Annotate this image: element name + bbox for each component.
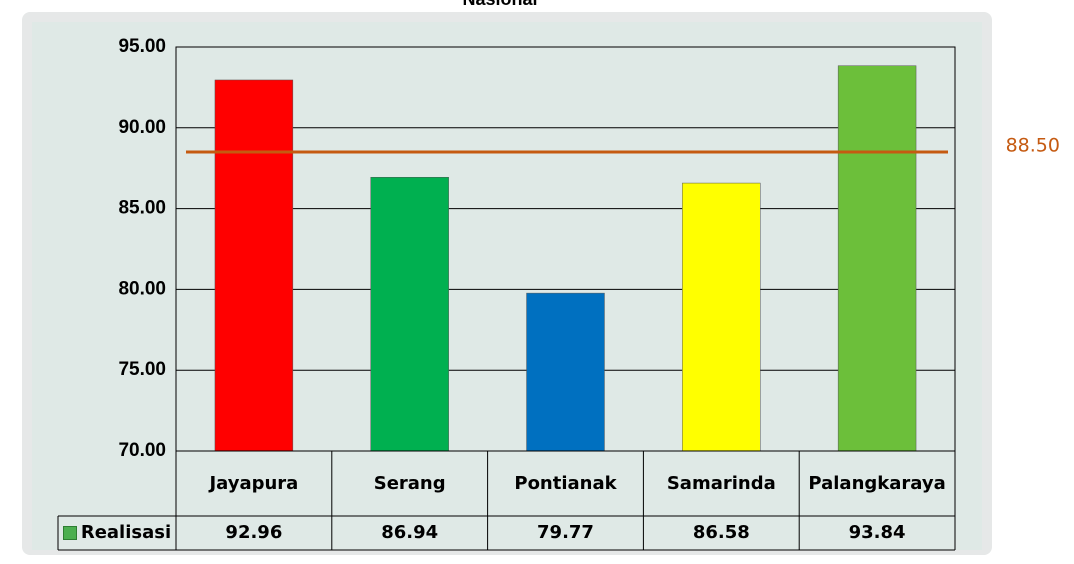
y-tick-label: 90.00	[118, 117, 166, 138]
data-label: 86.58	[643, 516, 799, 550]
x-tick-label: Serang	[336, 453, 484, 514]
data-label-box: 86.58	[643, 516, 799, 550]
bar	[370, 176, 449, 452]
x-tick-label: Palangkaraya	[803, 453, 951, 514]
legend-label-box: Realisasi	[60, 516, 174, 550]
x-tick-label-box: Pontianak	[492, 453, 640, 514]
reference-label: 88.50	[1006, 135, 1060, 157]
y-tick-label: 70.00	[118, 440, 166, 461]
data-label-text: 92.96	[225, 522, 283, 544]
y-tick-label: 95.00	[118, 36, 166, 57]
data-label-text: 86.58	[692, 522, 750, 544]
bar	[526, 292, 605, 452]
y-tick-label: 85.00	[118, 198, 166, 219]
x-tick-label-text: Jayapura	[209, 472, 299, 494]
y-tick-label: 75.00	[118, 359, 166, 380]
x-tick-label-text: Pontianak	[514, 472, 617, 494]
legend-label: Realisasi	[60, 516, 174, 550]
legend-label-text: Realisasi	[80, 522, 172, 544]
x-tick-label-text: Palangkaraya	[808, 472, 946, 494]
x-tick-label-text: Serang	[373, 472, 446, 494]
x-tick-label: Jayapura	[180, 453, 328, 514]
data-label-box: 79.77	[488, 516, 644, 550]
data-label-box: 93.84	[799, 516, 955, 550]
data-label: 86.94	[332, 516, 488, 550]
y-tick-label: 80.00	[118, 278, 166, 299]
data-label-box: 92.96	[176, 516, 332, 550]
data-label-text: 86.94	[381, 522, 439, 544]
data-label-box: 86.94	[332, 516, 488, 550]
x-tick-label-text: Samarinda	[666, 472, 776, 494]
x-tick-label: Samarinda	[647, 453, 795, 514]
data-label: 93.84	[799, 516, 955, 550]
data-label-text: 93.84	[848, 522, 906, 544]
chart-title: Nasional	[462, 0, 537, 9]
x-tick-label: Pontianak	[492, 453, 640, 514]
x-tick-label-box: Samarinda	[647, 453, 795, 514]
bar	[837, 65, 917, 452]
legend-key	[62, 526, 77, 540]
x-tick-label-box: Palangkaraya	[803, 453, 951, 514]
x-tick-label-box: Jayapura	[180, 453, 328, 514]
data-label: 79.77	[488, 516, 644, 550]
bar	[214, 79, 294, 452]
bar	[682, 182, 761, 452]
data-label-text: 79.77	[537, 522, 594, 544]
data-label: 92.96	[176, 516, 332, 550]
plot-panel	[32, 22, 982, 550]
x-tick-label-box: Serang	[336, 453, 484, 514]
